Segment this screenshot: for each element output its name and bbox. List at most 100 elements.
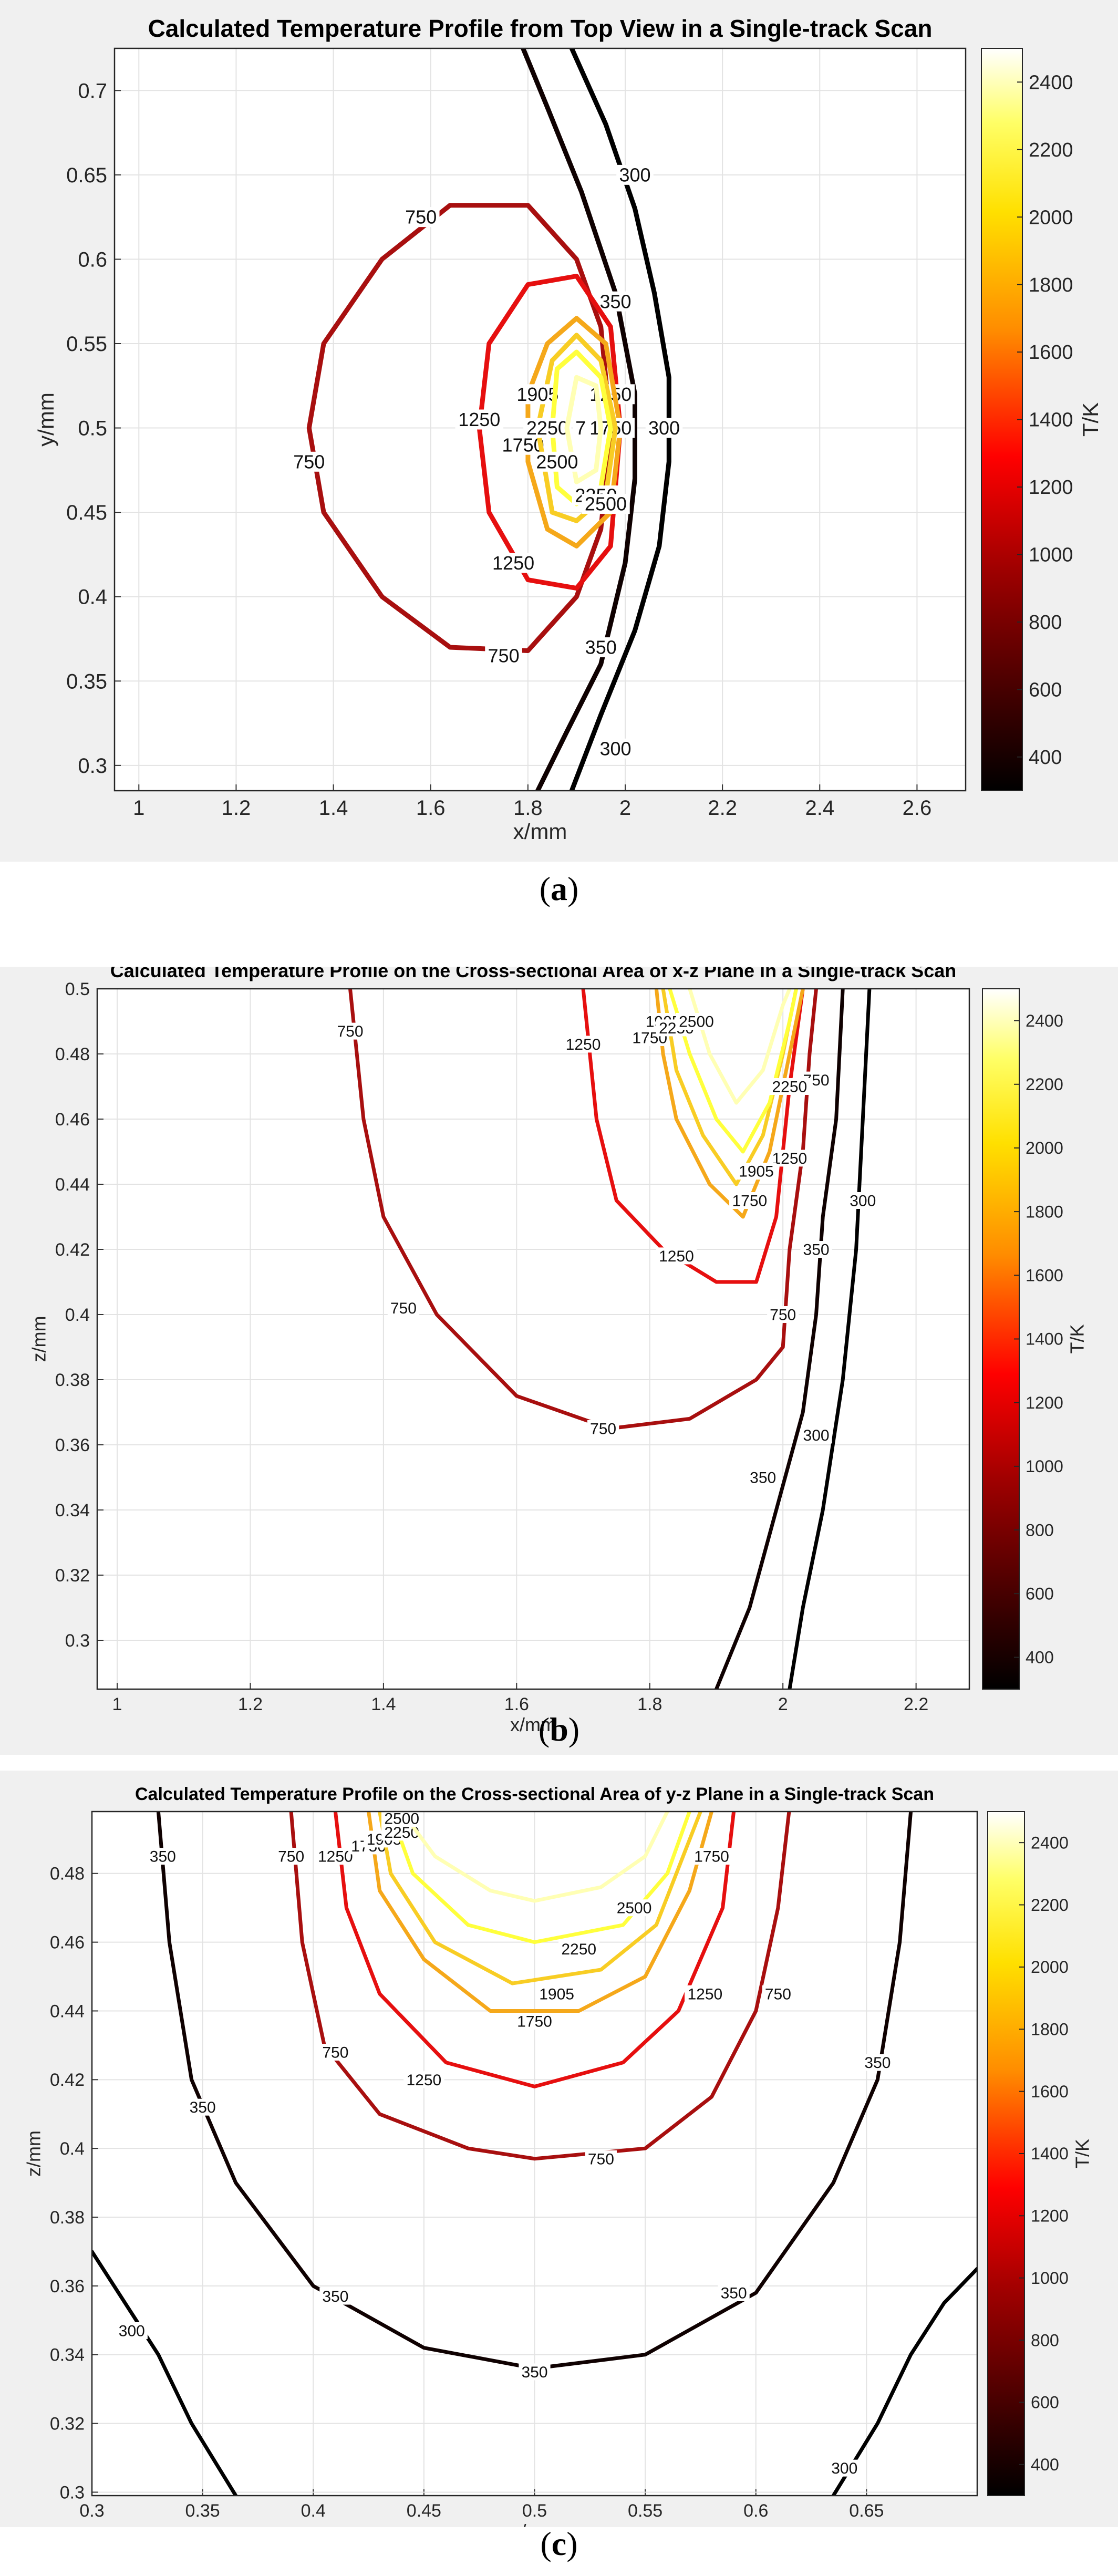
y-tick-label: 0.46 bbox=[50, 1933, 85, 1953]
contour-label-bg bbox=[558, 1940, 599, 1958]
y-axis-label: y/mm bbox=[34, 392, 58, 447]
colorbar-tick-label: 2200 bbox=[1026, 1075, 1063, 1094]
contour-label-750: 750 bbox=[405, 206, 437, 228]
contour-line-1750 bbox=[367, 1812, 713, 2013]
contour-label-350: 350 bbox=[721, 2284, 747, 2302]
x-tick-label: 1 bbox=[112, 1694, 122, 1714]
contour-label-bg bbox=[829, 2459, 861, 2477]
y-tick-label: 0.38 bbox=[50, 2208, 85, 2228]
contour-label-bg bbox=[847, 1192, 879, 1209]
contour-label-350: 350 bbox=[599, 291, 631, 312]
contour-label-350: 350 bbox=[322, 2288, 348, 2305]
contour-label-350: 350 bbox=[585, 637, 617, 658]
colorbar-tick-label: 1200 bbox=[1029, 477, 1073, 499]
contour-label-350: 350 bbox=[864, 2054, 891, 2072]
contour-label-bg bbox=[597, 291, 634, 312]
contour-label-bg bbox=[381, 1812, 422, 1827]
contour-group: 3003003003503507507507507501250125012501… bbox=[290, 48, 683, 791]
colorbar-tick-label: 1400 bbox=[1026, 1330, 1063, 1349]
x-tick-label: 1.4 bbox=[319, 796, 348, 820]
y-tick-label: 0.42 bbox=[55, 1240, 90, 1260]
colorbar bbox=[982, 988, 1020, 1690]
contour-line-2250 bbox=[389, 1812, 691, 1944]
contour-line-2500 bbox=[564, 375, 604, 484]
contour-label-bg bbox=[616, 164, 654, 185]
x-tick-label: 0.65 bbox=[849, 2501, 884, 2521]
contour-label-bg bbox=[563, 1036, 604, 1053]
contour-label-bg bbox=[614, 1899, 655, 1917]
contour-label-bg bbox=[800, 1426, 832, 1444]
contour-label-bg bbox=[582, 637, 620, 658]
colorbar-tick-label: 400 bbox=[1031, 2455, 1059, 2474]
x-tick-label: 2 bbox=[778, 1694, 788, 1714]
contour-line-300 bbox=[831, 2267, 977, 2496]
contour-chart-c: 0.3 0.35 0.4 0.45 0.5 0.55 0.6 0.65 0.3 0.32 0.34 0… bbox=[0, 1771, 1118, 2527]
contour-group: 300 300 350 350 350 350 350 350 750 750 750 750 1250… bbox=[92, 1812, 977, 2496]
contour-line-1905 bbox=[378, 1812, 702, 1985]
contour-label-2250: 2250 bbox=[526, 417, 568, 439]
y-tick-label: 0.44 bbox=[50, 2001, 85, 2021]
contour-line-1250 bbox=[333, 1812, 736, 2088]
contour-line-350 bbox=[521, 48, 637, 791]
colorbar-label: T/K bbox=[1071, 2139, 1093, 2168]
axes-box bbox=[113, 47, 967, 792]
contour-label-bg bbox=[767, 1306, 799, 1323]
contour-label-1750: 1750 bbox=[694, 1848, 729, 1866]
x-tick-label: 0.3 bbox=[79, 2501, 104, 2521]
figure-panel-a: 1 1.2 1.4 1.6 1.8 2 2.2 2.4 2.6 0.3 0.35 0.4 0.45 0.5… bbox=[0, 0, 1118, 907]
x-tick-label: 1.6 bbox=[504, 1694, 529, 1714]
contour-label-1250: 1250 bbox=[659, 1248, 694, 1265]
chart-title: Calculated Temperature Profile on the Cr… bbox=[135, 1784, 934, 1804]
colorbar-tick-label: 2000 bbox=[1031, 1958, 1069, 1977]
colorbar-tick-label: 400 bbox=[1026, 1648, 1054, 1667]
x-tick-label: 2.4 bbox=[805, 796, 834, 820]
contour-label-bg bbox=[718, 2284, 750, 2301]
y-tick-label: 0.7 bbox=[78, 79, 107, 102]
x-tick-label: 2.6 bbox=[903, 796, 932, 820]
contour-label-2500: 2500 bbox=[585, 493, 627, 515]
y-tick-label: 0.38 bbox=[55, 1370, 90, 1390]
contour-label-bg bbox=[485, 646, 522, 666]
contour-line-300 bbox=[788, 989, 872, 1689]
colorbar bbox=[981, 48, 1023, 791]
y-tick-label: 0.35 bbox=[66, 670, 107, 693]
x-tick-label: 2.2 bbox=[904, 1694, 928, 1714]
contour-label-bg bbox=[334, 1022, 366, 1040]
contour-label-2500: 2500 bbox=[536, 451, 578, 472]
contour-label-1250: 1250 bbox=[492, 552, 534, 574]
colorbar-label: T/K bbox=[1078, 402, 1103, 437]
colorbar-tick-label: 400 bbox=[1029, 747, 1062, 769]
colorbar-tick-label: 1200 bbox=[1026, 1393, 1063, 1412]
y-tick-label: 0.48 bbox=[50, 1864, 85, 1884]
chart-title: Calculated Temperature Profile on the Cr… bbox=[110, 967, 956, 981]
colorbar-tick-label: 800 bbox=[1031, 2331, 1059, 2350]
colorbar-tick-label: 800 bbox=[1029, 612, 1062, 634]
colorbar-tick-label: 2000 bbox=[1026, 1139, 1063, 1157]
axes-box bbox=[91, 1811, 978, 2497]
contour-label-300: 300 bbox=[648, 417, 680, 439]
contour-line-1750 bbox=[525, 316, 623, 549]
y-tick-label: 0.44 bbox=[55, 1175, 90, 1195]
contour-label-1905: 1905 bbox=[516, 384, 558, 405]
contour-label-1750: 1750 bbox=[517, 2013, 552, 2031]
contour-label-2500: 2500 bbox=[617, 1900, 652, 1917]
contour-label-bg bbox=[536, 1985, 577, 2002]
contour-label-bg bbox=[862, 2054, 894, 2071]
caption-a: (a) bbox=[539, 870, 579, 907]
y-tick-label: 0.42 bbox=[50, 2070, 85, 2090]
x-tick-label: 1.6 bbox=[416, 796, 446, 820]
contour-label-750: 750 bbox=[278, 1848, 304, 1866]
y-tick-label: 0.45 bbox=[66, 501, 107, 524]
contour-label-bg bbox=[519, 2363, 551, 2381]
x-tick-label: 0.4 bbox=[301, 2501, 326, 2521]
colorbar-tick-label: 2400 bbox=[1031, 1833, 1069, 1852]
contour-line-350 bbox=[715, 989, 845, 1689]
x-axis-label: x/mm bbox=[510, 1714, 556, 1735]
y-tick-label: 0.32 bbox=[50, 2414, 85, 2434]
caption-c: (c) bbox=[540, 2525, 578, 2562]
contour-label-750: 750 bbox=[390, 1300, 417, 1317]
contour-label-1250: 1250 bbox=[772, 1150, 807, 1167]
contour-label-1250: 1250 bbox=[566, 1036, 601, 1053]
contour-line-2500 bbox=[400, 1812, 669, 1903]
contour-line-2250 bbox=[668, 989, 798, 1154]
